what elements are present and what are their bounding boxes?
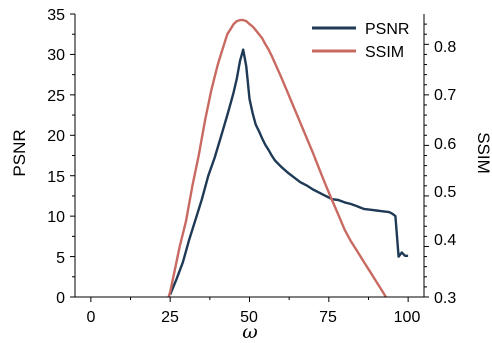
x-tick-label: 100 (394, 309, 421, 326)
y2-tick-label: 0.7 (434, 87, 456, 104)
y2-axis-title: SSIM (474, 132, 492, 174)
legend-label-psnr: PSNR (365, 21, 409, 38)
y-tick-label: 30 (47, 47, 65, 64)
x-tick-label: 25 (161, 309, 179, 326)
tick-marks (70, 13, 429, 302)
y2-tick-label: 0.5 (434, 184, 456, 201)
y-tick-labels: 0 5 10 15 20 25 30 35 (47, 7, 65, 307)
x-tick-label: 0 (87, 309, 96, 326)
y-tick-label: 0 (56, 290, 65, 307)
x-tick-labels: 0 25 50 75 100 (87, 309, 421, 326)
x-axis-title: ω (242, 321, 258, 343)
y-tick-label: 20 (47, 128, 65, 145)
y2-tick-label: 0.8 (434, 39, 456, 56)
x-tick-label: 50 (240, 309, 258, 326)
y2-tick-label: 0.6 (434, 136, 456, 153)
y-tick-label: 10 (47, 209, 65, 226)
y2-tick-label: 0.4 (434, 232, 456, 249)
legend-label-ssim: SSIM (365, 44, 404, 61)
y-axis-title: PSNR (10, 129, 29, 176)
series-layer (167, 18, 409, 298)
series-line-psnr (169, 48, 409, 296)
y2-tick-label: 0.3 (434, 290, 456, 307)
y-tick-label: 35 (47, 7, 65, 24)
series-line-ssim (167, 18, 387, 298)
y2-tick-labels: 0.3 0.4 0.5 0.6 0.7 0.8 (434, 39, 456, 307)
x-tick-label: 75 (319, 309, 337, 326)
legend: PSNR SSIM (312, 21, 409, 61)
y-tick-label: 15 (47, 169, 65, 186)
y-tick-label: 5 (56, 250, 65, 267)
y-tick-label: 25 (47, 88, 65, 105)
